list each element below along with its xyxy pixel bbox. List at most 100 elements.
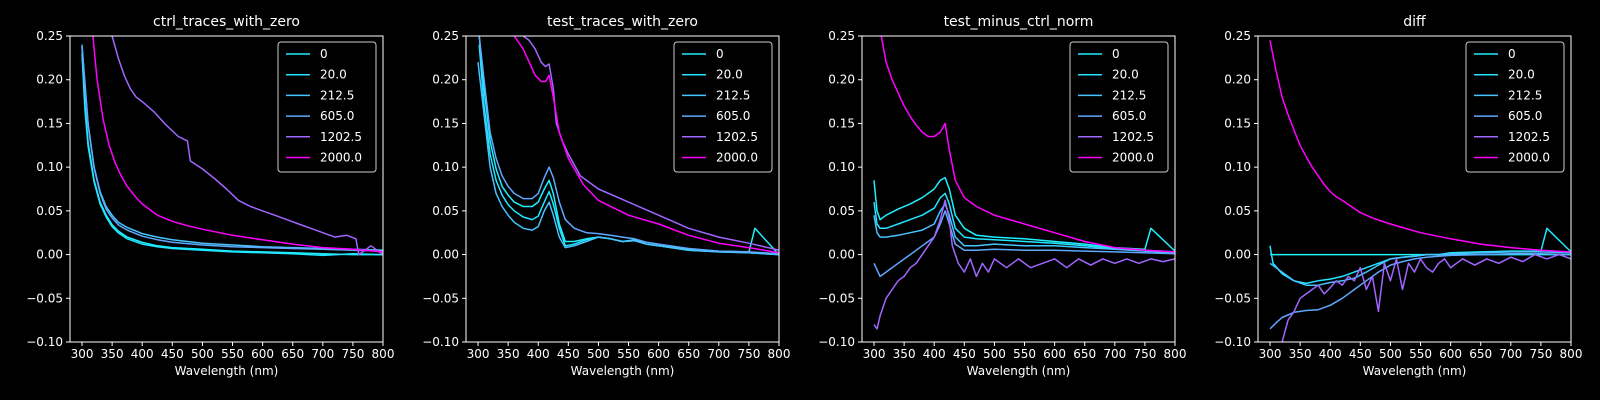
legend-entry-label: 212.5 xyxy=(320,88,354,102)
x-axis-label: Wavelength (nm) xyxy=(571,364,675,378)
x-tick-label: 700 xyxy=(311,347,334,361)
series-line-212-5 xyxy=(873,203,1175,254)
legend-entry-label: 0 xyxy=(320,47,328,61)
y-tick-label: 0.15 xyxy=(36,116,63,130)
legend-entry-label: 1202.5 xyxy=(716,130,758,144)
legend-entry-label: 605.0 xyxy=(1112,109,1146,123)
series-line-1202-5 xyxy=(111,36,383,256)
x-tick-label: 300 xyxy=(467,347,490,361)
series-group xyxy=(477,36,779,256)
y-tick-label: 0.05 xyxy=(1224,204,1251,218)
y-tick-label: 0.20 xyxy=(828,73,855,87)
y-tick-label: 0.05 xyxy=(432,204,459,218)
series-line-2000-0 xyxy=(513,36,779,254)
x-tick-label: 450 xyxy=(161,347,184,361)
x-axis-label: Wavelength (nm) xyxy=(1363,364,1467,378)
x-tick-label: 450 xyxy=(557,347,580,361)
chart-panel-1: 300 350 400 450 500 550 600 650 700 750 800 −0.10 −0… xyxy=(26,14,394,378)
y-tick-label: 0.15 xyxy=(828,116,855,130)
legend-entry-label: 0 xyxy=(1112,47,1120,61)
legend-entry-label: 1202.5 xyxy=(1112,130,1154,144)
x-tick-label: 600 xyxy=(647,347,670,361)
series-line-2000-0 xyxy=(1269,40,1571,253)
x-tick-label: 800 xyxy=(1560,347,1583,361)
series-line-605-0 xyxy=(1269,252,1571,330)
y-tick-label: −0.10 xyxy=(422,335,459,349)
series-line-20-0 xyxy=(873,192,1175,253)
x-tick-label: 650 xyxy=(1469,347,1492,361)
x-tick-label: 500 xyxy=(983,347,1006,361)
chart-panel-3: 300 350 400 450 500 550 600 650 700 750 800 −0.10 −0… xyxy=(818,14,1186,378)
chart-title: diff xyxy=(1403,14,1426,30)
x-tick-label: 450 xyxy=(953,347,976,361)
legend-entry-label: 605.0 xyxy=(716,109,750,123)
x-tick-label: 550 xyxy=(221,347,244,361)
x-tick-label: 400 xyxy=(1319,347,1342,361)
x-tick-label: 600 xyxy=(1043,347,1066,361)
y-tick-label: 0.15 xyxy=(1224,116,1251,130)
x-axis-label: Wavelength (nm) xyxy=(967,364,1071,378)
x-tick-label: 500 xyxy=(587,347,610,361)
y-tick-label: −0.10 xyxy=(1214,335,1251,349)
x-tick-label: 600 xyxy=(1439,347,1462,361)
y-tick-label: 0.25 xyxy=(36,29,63,43)
y-tick-label: −0.05 xyxy=(26,291,63,305)
x-tick-label: 550 xyxy=(1409,347,1432,361)
x-tick-label: 800 xyxy=(1164,347,1187,361)
legend-entry-label: 2000.0 xyxy=(1112,151,1154,165)
x-tick-label: 550 xyxy=(1013,347,1036,361)
legend-entry-label: 605.0 xyxy=(320,109,354,123)
series-group xyxy=(873,36,1175,330)
x-tick-label: 350 xyxy=(497,347,520,361)
y-tick-label: 0.20 xyxy=(36,73,63,87)
legend-entry-label: 605.0 xyxy=(1508,109,1542,123)
x-tick-label: 550 xyxy=(617,347,640,361)
y-tick-label: −0.05 xyxy=(1214,291,1251,305)
legend: 0 20.0 212.5 605.0 1202.5 2000.0 xyxy=(1465,41,1565,173)
x-tick-label: 500 xyxy=(1379,347,1402,361)
x-tick-label: 300 xyxy=(71,347,94,361)
x-tick-label: 350 xyxy=(101,347,124,361)
x-tick-label: 350 xyxy=(1289,347,1312,361)
legend: 0 20.0 212.5 605.0 1202.5 2000.0 xyxy=(277,41,377,173)
series-line-2000-0 xyxy=(92,36,383,253)
series-line-1202-5 xyxy=(1281,253,1571,342)
legend-entry-label: 2000.0 xyxy=(1508,151,1550,165)
series-line-20-0 xyxy=(1269,227,1571,285)
x-tick-label: 500 xyxy=(191,347,214,361)
axes-frame xyxy=(465,35,780,343)
x-tick-label: 800 xyxy=(768,347,791,361)
legend-entry-label: 2000.0 xyxy=(716,151,758,165)
x-tick-label: 400 xyxy=(131,347,154,361)
legend-entry-label: 0 xyxy=(1508,47,1516,61)
series-line-20-0 xyxy=(81,53,383,257)
y-tick-label: 0.20 xyxy=(1224,73,1251,87)
x-tick-label: 650 xyxy=(281,347,304,361)
x-tick-label: 700 xyxy=(707,347,730,361)
y-tick-label: 0.10 xyxy=(36,160,63,174)
y-tick-label: 0.05 xyxy=(828,204,855,218)
legend-entry-label: 20.0 xyxy=(716,68,743,82)
legend-entry-label: 212.5 xyxy=(716,88,750,102)
y-tick-label: 0.20 xyxy=(432,73,459,87)
x-tick-label: 750 xyxy=(1133,347,1156,361)
x-tick-label: 750 xyxy=(1529,347,1552,361)
y-tick-label: 0.10 xyxy=(432,160,459,174)
x-tick-label: 400 xyxy=(923,347,946,361)
x-tick-label: 450 xyxy=(1349,347,1372,361)
y-tick-label: 0.25 xyxy=(1224,29,1251,43)
axes-frame xyxy=(69,35,384,343)
legend: 0 20.0 212.5 605.0 1202.5 2000.0 xyxy=(1069,41,1169,173)
series-line-212-5 xyxy=(477,62,779,256)
series-group xyxy=(1269,40,1571,342)
chart-panel-2: 300 350 400 450 500 550 600 650 700 750 800 −0.10 −0… xyxy=(422,14,790,378)
axes-frame xyxy=(1257,35,1572,343)
y-tick-label: 0.10 xyxy=(828,160,855,174)
legend-entry-label: 2000.0 xyxy=(320,151,362,165)
y-tick-label: 0.05 xyxy=(36,204,63,218)
x-tick-label: 400 xyxy=(527,347,550,361)
series-line-605-0 xyxy=(873,210,1175,278)
series-line-605-0 xyxy=(478,36,779,255)
y-tick-label: 0.00 xyxy=(36,248,63,262)
chart-panel-4: 300 350 400 450 500 550 600 650 700 750 800 −0.10 −0… xyxy=(1214,14,1582,378)
